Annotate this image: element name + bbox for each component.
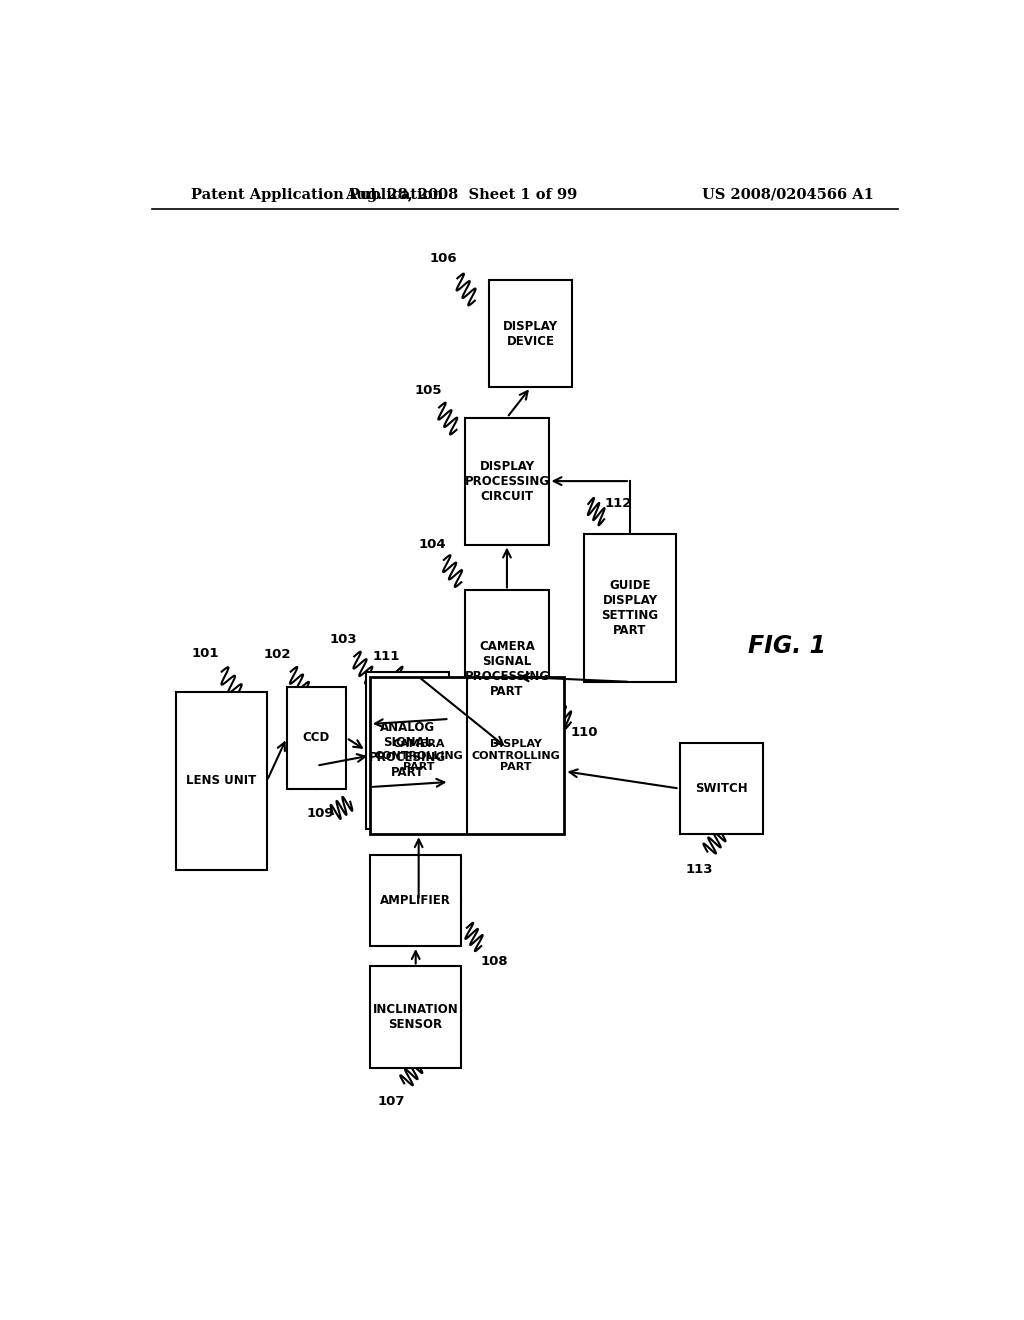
Text: 107: 107 <box>378 1096 406 1107</box>
Text: CCD: CCD <box>303 731 330 744</box>
Text: 109: 109 <box>306 808 334 821</box>
Bar <box>585 535 676 682</box>
Text: 110: 110 <box>570 726 598 739</box>
Bar <box>370 677 564 834</box>
Text: Patent Application Publication: Patent Application Publication <box>191 187 443 202</box>
Text: 112: 112 <box>605 498 632 511</box>
Text: 108: 108 <box>481 954 509 968</box>
Text: Aug. 28, 2008  Sheet 1 of 99: Aug. 28, 2008 Sheet 1 of 99 <box>345 187 578 202</box>
Bar <box>680 743 763 834</box>
Bar <box>287 686 346 788</box>
Bar <box>370 854 461 946</box>
Bar <box>465 417 549 545</box>
Bar <box>176 692 267 870</box>
Bar <box>489 280 572 387</box>
Text: 105: 105 <box>415 384 441 396</box>
Text: 104: 104 <box>419 539 446 552</box>
Bar <box>370 966 461 1068</box>
Text: DISPLAY
PROCESSING
CIRCUIT: DISPLAY PROCESSING CIRCUIT <box>464 459 550 503</box>
Text: 113: 113 <box>686 863 713 876</box>
Bar <box>367 672 450 829</box>
Text: CAMERA
SIGNAL
PROCESSING
PART: CAMERA SIGNAL PROCESSING PART <box>464 640 550 698</box>
Text: AMPLIFIER: AMPLIFIER <box>380 894 452 907</box>
Text: DISPLAY
DEVICE: DISPLAY DEVICE <box>503 319 558 347</box>
Text: ANALOG
SIGNAL
PROCESING
PART: ANALOG SIGNAL PROCESING PART <box>370 722 446 779</box>
Text: CAMERA
CONTROLLING
PART: CAMERA CONTROLLING PART <box>375 739 463 772</box>
Text: LENS UNIT: LENS UNIT <box>186 775 256 788</box>
Text: 102: 102 <box>263 648 291 661</box>
Text: FIG. 1: FIG. 1 <box>748 635 825 659</box>
Text: 101: 101 <box>193 647 219 660</box>
Text: SWITCH: SWITCH <box>695 781 748 795</box>
Text: 103: 103 <box>330 632 357 645</box>
Text: US 2008/0204566 A1: US 2008/0204566 A1 <box>702 187 873 202</box>
Text: GUIDE
DISPLAY
SETTING
PART: GUIDE DISPLAY SETTING PART <box>601 579 658 638</box>
Text: INCLINATION
SENSOR: INCLINATION SENSOR <box>373 1003 459 1031</box>
Text: 106: 106 <box>430 252 458 264</box>
Text: 111: 111 <box>373 649 399 663</box>
Text: DISPLAY
CONTROLLING
PART: DISPLAY CONTROLLING PART <box>471 739 560 772</box>
Bar <box>465 590 549 748</box>
